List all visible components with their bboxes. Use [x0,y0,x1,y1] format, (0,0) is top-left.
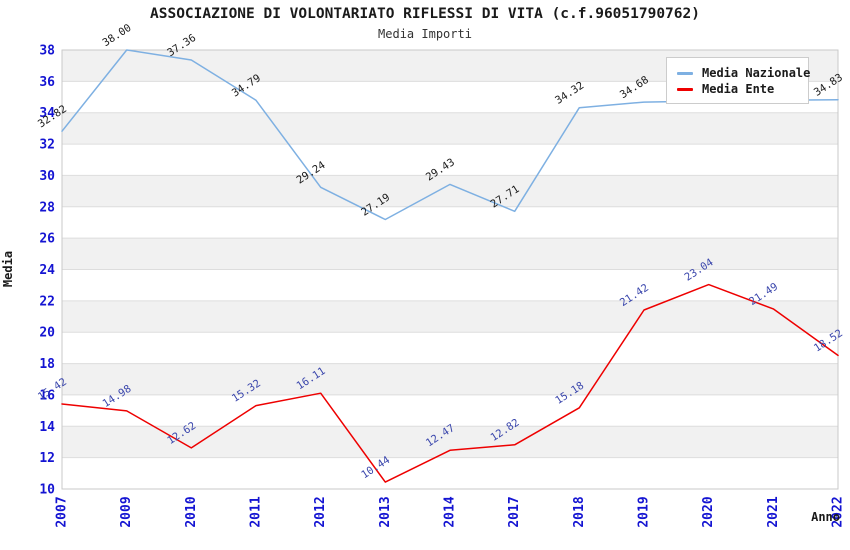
y-tick-label: 18 [39,357,55,372]
legend-item-ente: Media Ente [677,81,808,97]
line-swatch-nazionale-icon [677,71,693,75]
y-tick-label: 34 [39,106,55,121]
x-tick-label: 2010 [184,496,199,527]
plot-band [62,363,838,395]
plot-band [62,394,838,427]
y-tick-label: 30 [39,169,55,184]
series-line-media-ente [61,283,839,483]
x-axis-title: Anno [811,510,840,524]
legend-label-nazionale: Media Nazionale [702,66,811,80]
y-tick-label: 20 [39,326,55,341]
data-label: 38.00 [101,22,134,49]
y-tick-label: 16 [39,388,55,403]
x-tick-label: 2021 [766,496,781,527]
plot-band [62,269,838,301]
y-tick-label: 32 [39,138,55,153]
x-tick-label: 2007 [55,496,70,527]
legend-label-ente: Media Ente [702,82,775,96]
x-tick-label: 2019 [637,496,652,527]
chart-subtitle: Media Importi [378,27,472,41]
plot-band [62,426,838,458]
y-tick-label: 28 [39,200,55,215]
y-tick-label: 10 [39,483,55,498]
y-tick-label: 26 [39,232,55,247]
plot-band [62,206,838,239]
legend: Media Nazionale Media Ente [666,57,811,104]
x-tick-label: 2020 [701,496,716,527]
y-tick-label: 36 [39,75,55,90]
plot-band [62,175,838,207]
plot-band [62,112,838,145]
x-tick-label: 2014 [443,496,458,527]
y-tick-label: 24 [39,263,55,278]
y-tick-label: 14 [39,420,55,435]
x-tick-label: 2011 [249,496,264,527]
y-tick-label: 38 [39,44,55,59]
plot-band [62,238,838,270]
x-tick-label: 2022 [831,496,846,527]
line-swatch-ente-icon [677,87,693,91]
y-axis-title: Media [1,250,15,288]
plot-band [62,457,838,489]
legend-item-nazionale: Media Nazionale [677,65,811,81]
plot-border [61,49,839,490]
x-tick-label: 2009 [119,496,134,527]
y-tick-label: 22 [39,294,55,309]
x-tick-label: 2012 [313,496,328,527]
plot-band [62,300,838,333]
x-tick-label: 2013 [378,496,393,527]
plot-band [62,332,838,364]
x-tick-label: 2018 [572,496,587,527]
y-tick-label: 12 [39,451,55,466]
chart-title: ASSOCIAZIONE DI VOLONTARIATO RIFLESSI DI… [150,6,700,22]
plot-band [62,144,838,176]
x-tick-label: 2017 [507,496,522,527]
